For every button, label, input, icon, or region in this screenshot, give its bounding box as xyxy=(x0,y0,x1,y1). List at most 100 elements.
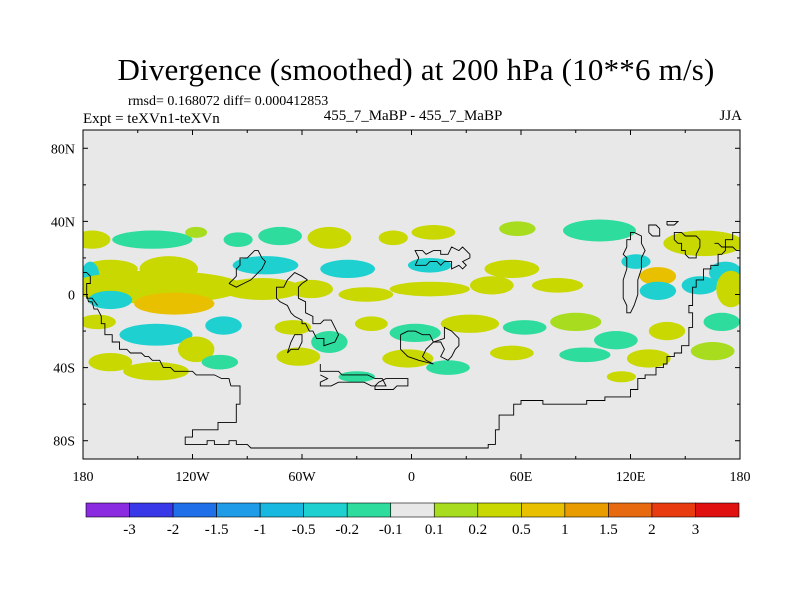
coastline-segment-9 xyxy=(648,224,661,237)
lon-tick-label: 120W xyxy=(175,470,210,485)
divergence-blob-10 xyxy=(663,230,740,257)
divergence-blob-25 xyxy=(289,279,334,299)
colorbar-swatch xyxy=(695,502,740,518)
latitude-axis: 80N 40N 0 40S 80S xyxy=(51,142,75,449)
colorbar-level-label: 0.1 xyxy=(425,522,444,538)
divergence-blob-46 xyxy=(703,312,740,332)
divergence-blob-4 xyxy=(258,226,302,246)
divergence-field xyxy=(83,219,740,383)
lon-tick-label: 120E xyxy=(616,470,646,485)
lat-tick-label: 80S xyxy=(53,435,75,450)
colorbar-swatch xyxy=(564,502,609,518)
divergence-blob-54 xyxy=(559,347,611,363)
lat-tick-label: 40S xyxy=(53,362,75,377)
lat-tick-label: 0 xyxy=(68,289,75,304)
divergence-blob-51 xyxy=(382,349,434,368)
coastline-segment-13 xyxy=(286,334,303,354)
divergence-blob-7 xyxy=(411,225,456,240)
experiment-label: Expt = teXVn1-teXVn xyxy=(83,111,220,127)
lon-tick-label: 0 xyxy=(408,470,415,485)
colorbar-swatch xyxy=(433,502,479,518)
colorbar-level-label: -1 xyxy=(254,522,267,538)
coastline-segment-0 xyxy=(83,294,232,387)
divergence-blob-6 xyxy=(378,230,408,246)
colorbar-swatch xyxy=(216,502,261,518)
divergence-blob-45 xyxy=(648,321,686,341)
divergence-blob-2 xyxy=(185,226,208,238)
lat-tick-label: 40N xyxy=(51,215,75,230)
divergence-blob-35 xyxy=(205,316,242,335)
colorbar-swatch xyxy=(651,502,696,518)
lat-tick-label: 80N xyxy=(51,142,75,157)
divergence-blob-17 xyxy=(621,254,651,269)
colorbar xyxy=(85,502,740,518)
divergence-blob-15 xyxy=(407,257,452,273)
divergence-blob-57 xyxy=(338,371,375,383)
colorbar-level-label: 1.5 xyxy=(599,522,618,538)
colorbar-swatch xyxy=(477,502,522,518)
coastline-segment-7 xyxy=(414,246,471,270)
divergence-blob-22 xyxy=(134,292,215,315)
divergence-blob-42 xyxy=(502,320,547,335)
divergence-blob-37 xyxy=(274,320,312,335)
divergence-blob-58 xyxy=(606,371,636,383)
divergence-blob-3 xyxy=(223,232,253,247)
divergence-blob-28 xyxy=(469,276,514,295)
divergence-blob-40 xyxy=(389,323,441,343)
colorbar-level-label: 2 xyxy=(648,522,656,538)
coastline-segment-11 xyxy=(714,242,740,252)
divergence-blob-43 xyxy=(550,312,602,332)
divergence-blob-52 xyxy=(426,360,470,375)
colorbar-swatch xyxy=(259,502,304,518)
colorbar-swatch xyxy=(521,502,566,518)
colorbar-swatch xyxy=(303,502,348,518)
divergence-blob-27 xyxy=(389,281,470,297)
season-label: JJA xyxy=(719,108,742,124)
divergence-blob-38 xyxy=(311,331,348,353)
colorbar-level-label: -0.1 xyxy=(379,522,403,538)
colorbar-level-label: 0.5 xyxy=(512,522,531,538)
divergence-blob-5 xyxy=(307,226,352,249)
colorbar-swatch xyxy=(390,502,435,518)
colorbar-level-label: -3 xyxy=(123,522,136,538)
coastline-segment-5 xyxy=(374,378,409,390)
divergence-blob-55 xyxy=(626,349,671,368)
divergence-blob-26 xyxy=(338,287,394,302)
divergence-blob-30 xyxy=(639,281,677,300)
colorbar-level-label: -1.5 xyxy=(205,522,229,538)
colorbar-level-label: -2 xyxy=(167,522,180,538)
coastline-segment-14 xyxy=(666,220,680,226)
divergence-blob-29 xyxy=(531,278,584,293)
colorbar-swatch xyxy=(85,502,130,518)
stats-label: rmsd= 0.168072 diff= 0.000412853 xyxy=(128,94,329,109)
colorbar-swatch xyxy=(172,502,217,518)
coastline-segment-10 xyxy=(673,231,701,259)
divergence-blob-18 xyxy=(639,267,677,286)
case-label: 455_7_MaBP - 455_7_MaBP xyxy=(323,108,503,124)
divergence-blob-50 xyxy=(276,347,321,366)
coastline-segment-8 xyxy=(622,231,646,314)
colorbar-swatch xyxy=(129,502,174,518)
colorbar-level-label: -0.2 xyxy=(335,522,359,538)
chart-title: Divergence (smoothed) at 200 hPa (10**6 … xyxy=(117,52,715,87)
divergence-blob-24 xyxy=(221,278,302,300)
divergence-blob-53 xyxy=(489,345,534,361)
divergence-blob-41 xyxy=(440,314,500,333)
divergence-blob-34 xyxy=(119,323,193,346)
divergence-blob-33 xyxy=(83,314,116,330)
divergence-blob-0 xyxy=(83,230,111,249)
colorbar-labels: -3 -2 -1.5 -1 -0.5 -0.2 -0.1 0.1 0.2 0.5 1 1.5 2 3 xyxy=(123,522,699,538)
divergence-blob-56 xyxy=(690,342,735,361)
divergence-blob-48 xyxy=(123,362,189,381)
coastline-segment-2 xyxy=(83,272,98,306)
divergence-blob-31 xyxy=(681,276,719,295)
divergence-blob-9 xyxy=(562,219,636,242)
coastline-segment-4 xyxy=(319,364,387,387)
divergence-blob-16 xyxy=(484,259,540,279)
divergence-blob-23 xyxy=(88,290,133,310)
divergence-blob-8 xyxy=(499,221,536,237)
lon-tick-label: 180 xyxy=(730,470,751,485)
axis-ticks xyxy=(82,130,741,459)
colorbar-swatch xyxy=(346,502,392,518)
